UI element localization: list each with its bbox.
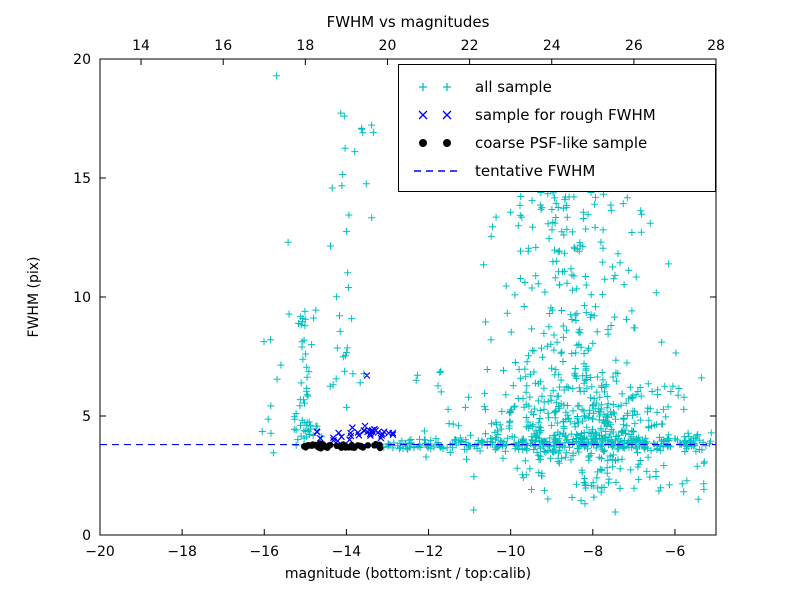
legend-item-tentative-fwhm: tentative FWHM (409, 158, 705, 184)
psf-like-sample-points (301, 440, 384, 452)
x-marker-glyph (418, 110, 452, 120)
legend: all sample sample for rough FWHM coarse … (398, 64, 716, 192)
dot-marker-icon (419, 139, 451, 147)
x-bottom-tick-label: −10 (496, 544, 526, 560)
legend-label-rough-fwhm-sample: sample for rough FWHM (475, 106, 656, 124)
x-top-tick-label: 22 (461, 38, 479, 54)
y-tick-label: 10 (73, 290, 91, 306)
x-top-tick-label: 26 (625, 38, 643, 54)
y-tick-label: 5 (82, 409, 91, 425)
x-top-tick-label: 24 (543, 38, 561, 54)
legend-item-psf-like-sample: coarse PSF-like sample (409, 130, 705, 156)
y-tick-label: 20 (73, 52, 91, 68)
x-top-tick-label: 18 (296, 38, 314, 54)
legend-item-rough-fwhm-sample: sample for rough FWHM (409, 102, 705, 128)
chart-title: FWHM vs magnitudes (327, 13, 490, 31)
x-bottom-tick-label: −20 (85, 544, 115, 560)
x-top-tick-label: 20 (379, 38, 397, 54)
x-bottom-tick-label: −18 (167, 544, 197, 560)
legend-label-psf-like-sample: coarse PSF-like sample (475, 134, 648, 152)
y-axis-label: FWHM (pix) (26, 257, 42, 338)
x-bottom-tick-label: −8 (582, 544, 603, 560)
plus-marker-glyph (419, 83, 451, 91)
x-top-tick-label: 14 (132, 38, 150, 54)
x-bottom-tick-label: −14 (332, 544, 362, 560)
plus-marker-icon (419, 83, 451, 91)
plot-generated-content: −20 −18 −16 −14 −12 −10 −8 −6 14 16 18 20 22 24 26 28 0 5… (73, 38, 725, 560)
y-tick-label: 15 (73, 171, 91, 187)
rough-fwhm-sample-points (313, 372, 397, 445)
x-axis-label: magnitude (bottom:isnt / top:calib) (285, 566, 531, 582)
x-bottom-tick-label: −16 (249, 544, 279, 560)
x-top-tick-label: 16 (214, 38, 232, 54)
legend-item-all-sample: all sample (409, 74, 705, 100)
legend-label-tentative-fwhm: tentative FWHM (475, 162, 596, 180)
dot-marker-glyph (419, 139, 427, 147)
y-tick-label: 0 (82, 528, 91, 544)
x-top-tick-label: 28 (707, 38, 725, 54)
dashed-line-icon (414, 170, 460, 172)
x-marker-icon (418, 110, 452, 120)
x-bottom-tick-label: −6 (665, 544, 686, 560)
axis-tick-labels: −20 −18 −16 −14 −12 −10 −8 −6 14 16 18 20 22 24 26 28 0 5… (73, 38, 725, 560)
dot-marker-glyph (443, 139, 451, 147)
legend-label-all-sample: all sample (475, 78, 552, 96)
x-bottom-tick-label: −12 (414, 544, 444, 560)
